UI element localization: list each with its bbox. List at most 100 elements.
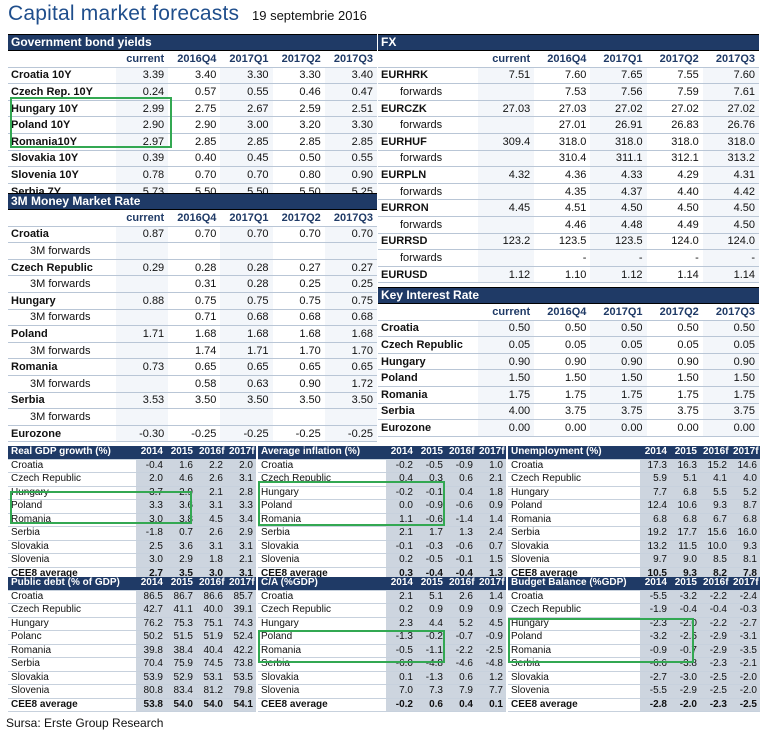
cell-value: 1.70 bbox=[272, 342, 325, 360]
cell-value: 2.9 bbox=[166, 486, 196, 500]
cell-value: 9.3 bbox=[730, 540, 760, 554]
table-row: Hungary 10Y 2.99 2.75 2.67 2.59 2.51 bbox=[8, 100, 377, 118]
column-header: 2017Q3 bbox=[702, 51, 759, 68]
table-row: Hungary -0.2 -0.1 0.4 1.8 bbox=[258, 486, 506, 500]
cell-value: 1.70 bbox=[324, 342, 377, 360]
fx-panel: FX current 2016Q4 2017Q1 2017Q2 2017Q3 EURHRK 7… bbox=[378, 34, 759, 284]
row-label: EURHRK bbox=[378, 67, 478, 85]
cell-value: 4.50 bbox=[702, 199, 759, 217]
cell-value: 3.7 bbox=[136, 486, 166, 500]
row-label: Czech Republic bbox=[8, 603, 136, 618]
row-label: Hungary bbox=[8, 486, 136, 500]
cell-value: 3.75 bbox=[646, 403, 703, 421]
cell-value: 1.71 bbox=[220, 342, 273, 360]
table-row: Slovakia 13.2 11.5 10.0 9.3 bbox=[508, 540, 760, 554]
row-label: Hungary bbox=[258, 617, 386, 631]
data-table: C/A (%GDP) 2014 2015 2016f 2017f Croatia 2.1 5.… bbox=[258, 577, 506, 712]
table-row: 3M forwards 1.74 1.71 1.70 1.70 bbox=[8, 342, 377, 360]
cell-value: -2.9 bbox=[670, 684, 700, 699]
column-header: 2015 bbox=[670, 577, 700, 591]
row-label: Hungary bbox=[508, 617, 640, 631]
cell-value: 3.50 bbox=[272, 392, 325, 410]
column-header: 2015 bbox=[166, 446, 196, 460]
cell-value: -2.1 bbox=[730, 657, 760, 672]
public-debt-panel: Public debt (% of GDP) 2014 2015 2016f 2017f… bbox=[8, 577, 256, 712]
cell-value: 27.03 bbox=[478, 100, 535, 118]
cell-value: 3.50 bbox=[168, 392, 221, 410]
cell-value: 80.8 bbox=[136, 684, 166, 699]
cell-value: 7.65 bbox=[590, 67, 647, 85]
cell-value: -0.7 bbox=[446, 630, 476, 645]
cell-value: 0.6 bbox=[446, 472, 476, 487]
cell-value: -0.25 bbox=[324, 425, 377, 443]
cell-value: 1.6 bbox=[166, 459, 196, 473]
cell-value: -2.7 bbox=[640, 671, 670, 685]
cell-value: 1.2 bbox=[476, 671, 506, 685]
cell-value: 2.8 bbox=[226, 486, 256, 500]
table-row: Czech Republic 0.4 0.3 0.6 2.1 bbox=[258, 472, 506, 487]
column-header: 2017Q3 bbox=[324, 51, 377, 68]
cell-value: 9.7 bbox=[640, 553, 670, 568]
cell-value: 1.12 bbox=[478, 266, 535, 284]
cell-value: 0.00 bbox=[646, 419, 703, 437]
cell-value: 1.7 bbox=[416, 526, 446, 541]
cell-value: 1.75 bbox=[646, 386, 703, 404]
row-label: Slovenia bbox=[508, 553, 640, 568]
cell-value bbox=[168, 408, 221, 426]
cell-value: -3.8 bbox=[670, 657, 700, 672]
cell-value: 123.2 bbox=[478, 233, 535, 251]
cell-value: 0.9 bbox=[476, 603, 506, 618]
row-label: EURCZK bbox=[378, 100, 478, 118]
cell-value: 1.50 bbox=[478, 369, 535, 387]
cell-value: 123.5 bbox=[534, 233, 591, 251]
cell-value: 0.70 bbox=[324, 226, 377, 244]
table-row: Czech Republic -1.9 -0.4 -0.4 -0.3 bbox=[508, 603, 760, 618]
cell-value: -0.5 bbox=[416, 459, 446, 473]
table-row: Eurozone 0.00 0.00 0.00 0.00 0.00 bbox=[378, 419, 759, 437]
cell-value: 313.2 bbox=[702, 150, 759, 168]
row-label: Slovakia 10Y bbox=[8, 150, 116, 168]
cell-value: -2.5 bbox=[700, 671, 730, 685]
table-row: Poland 12.4 10.6 9.3 8.7 bbox=[508, 499, 760, 514]
cell-value: 3.0 bbox=[136, 553, 166, 568]
table-row: Romania -0.5 -1.1 -2.2 -2.5 bbox=[258, 644, 506, 658]
cell-value: -0.9 bbox=[476, 630, 506, 645]
row-label: EURRSD bbox=[378, 233, 478, 251]
cell-value: 1.50 bbox=[646, 369, 703, 387]
cell-value: 0.75 bbox=[168, 292, 221, 310]
table-row: Croatia -0.2 -0.5 -0.9 1.0 bbox=[258, 459, 506, 473]
cell-value: 4.29 bbox=[646, 166, 703, 184]
row-label: Romania bbox=[8, 513, 136, 527]
table-row: Croatia 17.3 16.3 15.2 14.6 bbox=[508, 459, 760, 473]
cell-value: 0.90 bbox=[272, 375, 325, 393]
cell-value: 19.2 bbox=[640, 526, 670, 541]
table-row: Slovenia 80.8 83.4 81.2 79.8 bbox=[8, 684, 256, 699]
row-label: Czech Republic bbox=[8, 472, 136, 487]
cell-value: 3.6 bbox=[166, 499, 196, 514]
cell-value: 1.72 bbox=[324, 375, 377, 393]
cell-value: 0.05 bbox=[702, 336, 759, 354]
cell-value: -2.0 bbox=[670, 697, 700, 712]
cell-value bbox=[272, 242, 325, 260]
cell-value: 75.3 bbox=[166, 617, 196, 631]
cell-value: 2.1 bbox=[226, 553, 256, 568]
column-header: 2015 bbox=[166, 577, 196, 591]
column-header: 2017f bbox=[226, 446, 256, 460]
cell-value: 42.2 bbox=[226, 644, 256, 658]
cell-value: 4.5 bbox=[196, 513, 226, 527]
row-label: Czech Rep. 10Y bbox=[8, 83, 116, 101]
row-label: Serbia bbox=[8, 392, 116, 410]
bond-yields-panel: Government bond yields current 2016Q4 2017Q… bbox=[8, 34, 377, 201]
table-row: Serbia 70.4 75.9 74.5 73.8 bbox=[8, 657, 256, 672]
cell-value: 73.8 bbox=[226, 657, 256, 672]
cell-value: 0.24 bbox=[116, 83, 169, 101]
cell-value: 7.9 bbox=[446, 684, 476, 699]
cell-value: - bbox=[534, 249, 591, 267]
row-label: Serbia bbox=[508, 526, 640, 541]
cell-value: 0.28 bbox=[220, 259, 273, 277]
cell-value: 0.2 bbox=[386, 553, 416, 568]
cell-value: 0.65 bbox=[272, 358, 325, 376]
cell-value: 53.8 bbox=[136, 697, 166, 712]
table-row: Romania 1.1 -0.6 -1.4 1.4 bbox=[258, 513, 506, 527]
cell-value bbox=[116, 275, 169, 293]
